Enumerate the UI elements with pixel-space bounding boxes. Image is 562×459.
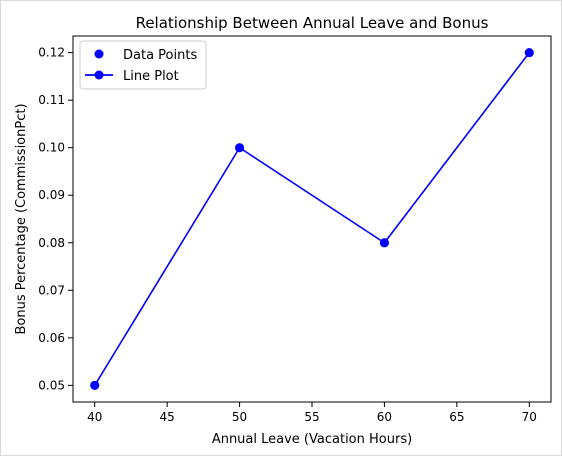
y-tick-label: 0.12 [38, 46, 65, 60]
x-tick-label: 65 [449, 410, 464, 424]
plot-frame [72, 35, 552, 403]
y-tick-label: 0.05 [38, 378, 65, 392]
y-tick-label: 0.08 [38, 236, 65, 250]
legend-label-line-plot: Line Plot [123, 69, 179, 84]
legend: Data Points Line Plot [79, 40, 207, 90]
x-tick-label: 50 [232, 410, 247, 424]
data-point [379, 238, 389, 248]
legend-marker-line-plot [94, 70, 104, 80]
y-tick-label: 0.11 [38, 93, 65, 107]
x-tick-label: 45 [160, 410, 175, 424]
plot-area: 40 45 50 55 60 65 70 0.050.060.070.080.090.100… [38, 35, 552, 424]
legend-box [79, 40, 207, 90]
legend-marker-data-points [94, 49, 104, 59]
series-line-plot [94, 52, 530, 386]
legend-label-data-points: Data Points [123, 48, 197, 63]
y-axis-label: Bonus Percentage (CommissionPct) [14, 103, 29, 334]
series-layer [90, 48, 534, 390]
x-axis-label: Annual Leave (Vacation Hours) [212, 432, 412, 447]
x-axis: 40 45 50 55 60 65 70 [87, 402, 537, 424]
chart-title: Relationship Between Annual Leave and Bo… [136, 14, 489, 32]
data-point [235, 143, 245, 153]
data-point [90, 380, 100, 390]
y-tick-label: 0.06 [38, 331, 65, 345]
data-point [524, 48, 534, 58]
x-tick-label: 60 [377, 410, 392, 424]
y-tick-label: 0.09 [38, 188, 65, 202]
x-tick-label: 70 [522, 410, 537, 424]
y-tick-label: 0.10 [38, 141, 65, 155]
x-tick-label: 55 [304, 410, 319, 424]
y-tick-label: 0.07 [38, 283, 65, 297]
x-tick-label: 40 [87, 410, 102, 424]
y-axis: 0.05 0.06 0.07 0.08 0.09 0.10 0.11 0.12 [38, 46, 73, 392]
